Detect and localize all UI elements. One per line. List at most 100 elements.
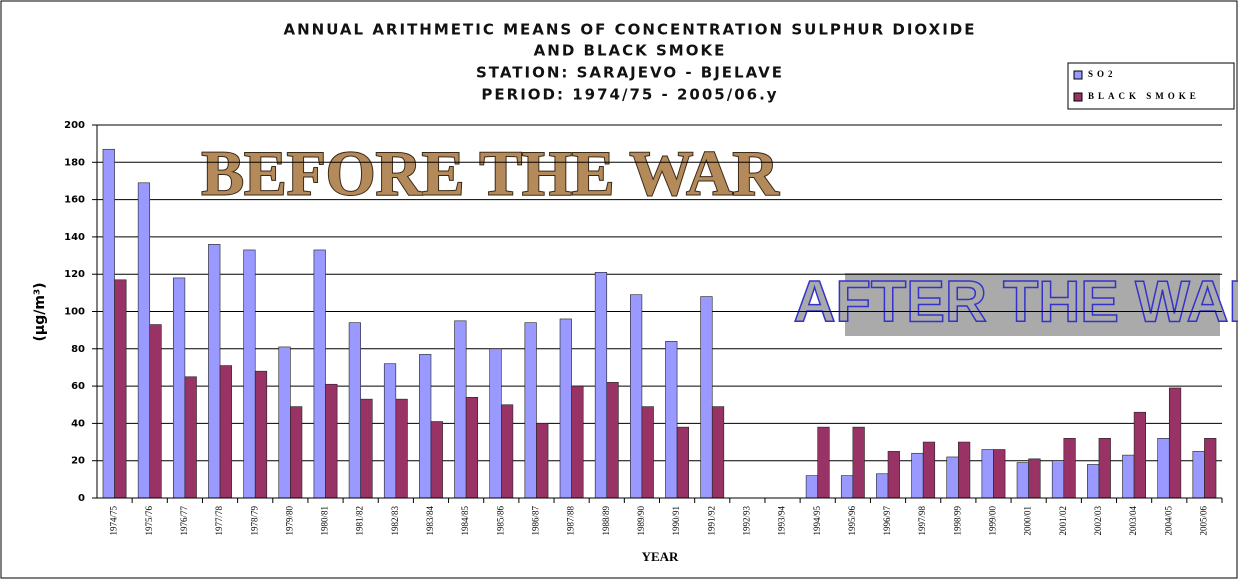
bar	[348, 322, 361, 499]
bar	[454, 320, 467, 499]
bar	[876, 473, 889, 499]
bar	[243, 249, 256, 499]
legend-label: BLACK SMOKE	[1088, 91, 1200, 101]
y-axis-label: (µg/m³)	[32, 283, 48, 342]
bar	[149, 324, 162, 499]
x-tick-label: 1998/99	[952, 506, 962, 536]
bar	[419, 354, 432, 499]
legend-label: SO2	[1088, 69, 1117, 79]
bar	[536, 423, 549, 499]
y-tick-label: 160	[64, 195, 85, 206]
bar	[993, 449, 1006, 499]
y-tick-label: 0	[78, 493, 85, 504]
annotation: AFTER THE WAR	[794, 269, 1238, 334]
y-tick-label: 180	[64, 157, 85, 168]
bar	[711, 406, 725, 499]
bar	[1157, 438, 1170, 499]
bar	[981, 449, 994, 499]
bar	[430, 421, 443, 499]
bar	[805, 475, 819, 499]
bar	[1133, 411, 1147, 499]
bar	[219, 365, 232, 499]
bar	[1028, 458, 1041, 499]
x-tick-label: 1983/84	[425, 506, 435, 536]
bar	[1168, 387, 1182, 499]
bar	[887, 451, 900, 499]
bar	[840, 475, 854, 499]
bar	[1122, 454, 1135, 499]
bar	[852, 426, 865, 499]
bar	[1063, 438, 1076, 499]
bar	[922, 441, 936, 499]
chart-title: PERIOD: 1974/75 - 2005/06.y	[481, 86, 778, 104]
bar	[958, 441, 971, 499]
bar	[360, 398, 373, 499]
x-tick-label: 1994/95	[812, 506, 822, 536]
bar	[395, 398, 408, 499]
x-tick-label: 1980/81	[320, 506, 330, 536]
bar	[1098, 438, 1111, 499]
x-tick-label: 1974/75	[109, 506, 119, 536]
chart-title: ANNUAL ARITHMETIC MEANS OF CONCENTRATION…	[284, 21, 977, 39]
bar	[911, 452, 924, 499]
legend-swatch	[1073, 70, 1083, 80]
y-tick-label: 20	[71, 456, 85, 467]
bar	[1016, 462, 1029, 499]
x-tick-label: 1997/98	[917, 506, 927, 536]
bar	[500, 404, 514, 499]
y-tick-label: 60	[71, 381, 85, 392]
bar	[946, 456, 959, 499]
bar	[641, 406, 654, 499]
bar	[184, 376, 197, 499]
bar	[383, 363, 397, 499]
chart-title: AND BLACK SMOKE	[534, 42, 727, 60]
x-tick-label: 1999/00	[988, 506, 998, 536]
x-tick-label: 1995/96	[847, 506, 857, 536]
bar	[114, 279, 127, 499]
bar	[700, 296, 713, 499]
annotation-box	[845, 273, 1220, 336]
x-tick-label: 1986/87	[531, 506, 541, 536]
x-tick-label: 1988/89	[601, 506, 611, 536]
legend-swatch	[1073, 92, 1083, 102]
bar	[1192, 451, 1205, 499]
x-tick-label: 1985/86	[495, 506, 505, 536]
x-tick-label: 1987/88	[566, 506, 576, 536]
x-tick-label: 2001/02	[1058, 506, 1068, 536]
bar	[208, 244, 221, 499]
chart-title: STATION: SARAJEVO - BJELAVE	[476, 64, 784, 82]
bar	[524, 322, 537, 499]
x-tick-label: 1977/78	[214, 506, 224, 536]
y-tick-label: 120	[64, 269, 85, 280]
bar	[606, 382, 619, 499]
bar	[489, 348, 502, 499]
x-tick-label: 1981/82	[355, 506, 365, 536]
bar	[254, 370, 268, 499]
y-tick-label: 140	[64, 232, 85, 243]
x-tick-label: 2003/04	[1128, 506, 1138, 536]
bar	[290, 406, 303, 499]
x-tick-label: 2000/01	[1023, 506, 1033, 536]
bar	[1087, 464, 1100, 499]
y-tick-label: 80	[71, 344, 85, 355]
x-tick-label: 1996/97	[882, 506, 892, 536]
x-tick-label: 2005/06	[1198, 506, 1208, 536]
x-tick-label: 1979/80	[284, 506, 294, 536]
y-tick-label: 100	[64, 307, 85, 318]
x-tick-label: 1992/93	[741, 506, 751, 536]
x-tick-label: 1990/91	[671, 506, 681, 536]
x-tick-label: 2002/03	[1093, 506, 1103, 536]
y-tick-label: 200	[64, 120, 85, 131]
x-tick-label: 1975/76	[144, 506, 154, 536]
x-tick-label: 2004/05	[1163, 506, 1173, 536]
bar	[137, 182, 151, 499]
bar	[325, 383, 338, 499]
bar	[465, 396, 479, 499]
annotation: BEFORE THE WAR	[201, 138, 779, 209]
bar	[665, 341, 678, 499]
bar	[571, 385, 584, 499]
x-tick-label: 1978/79	[249, 506, 259, 536]
bar	[817, 426, 830, 499]
x-axis-label: YEAR	[642, 549, 679, 564]
